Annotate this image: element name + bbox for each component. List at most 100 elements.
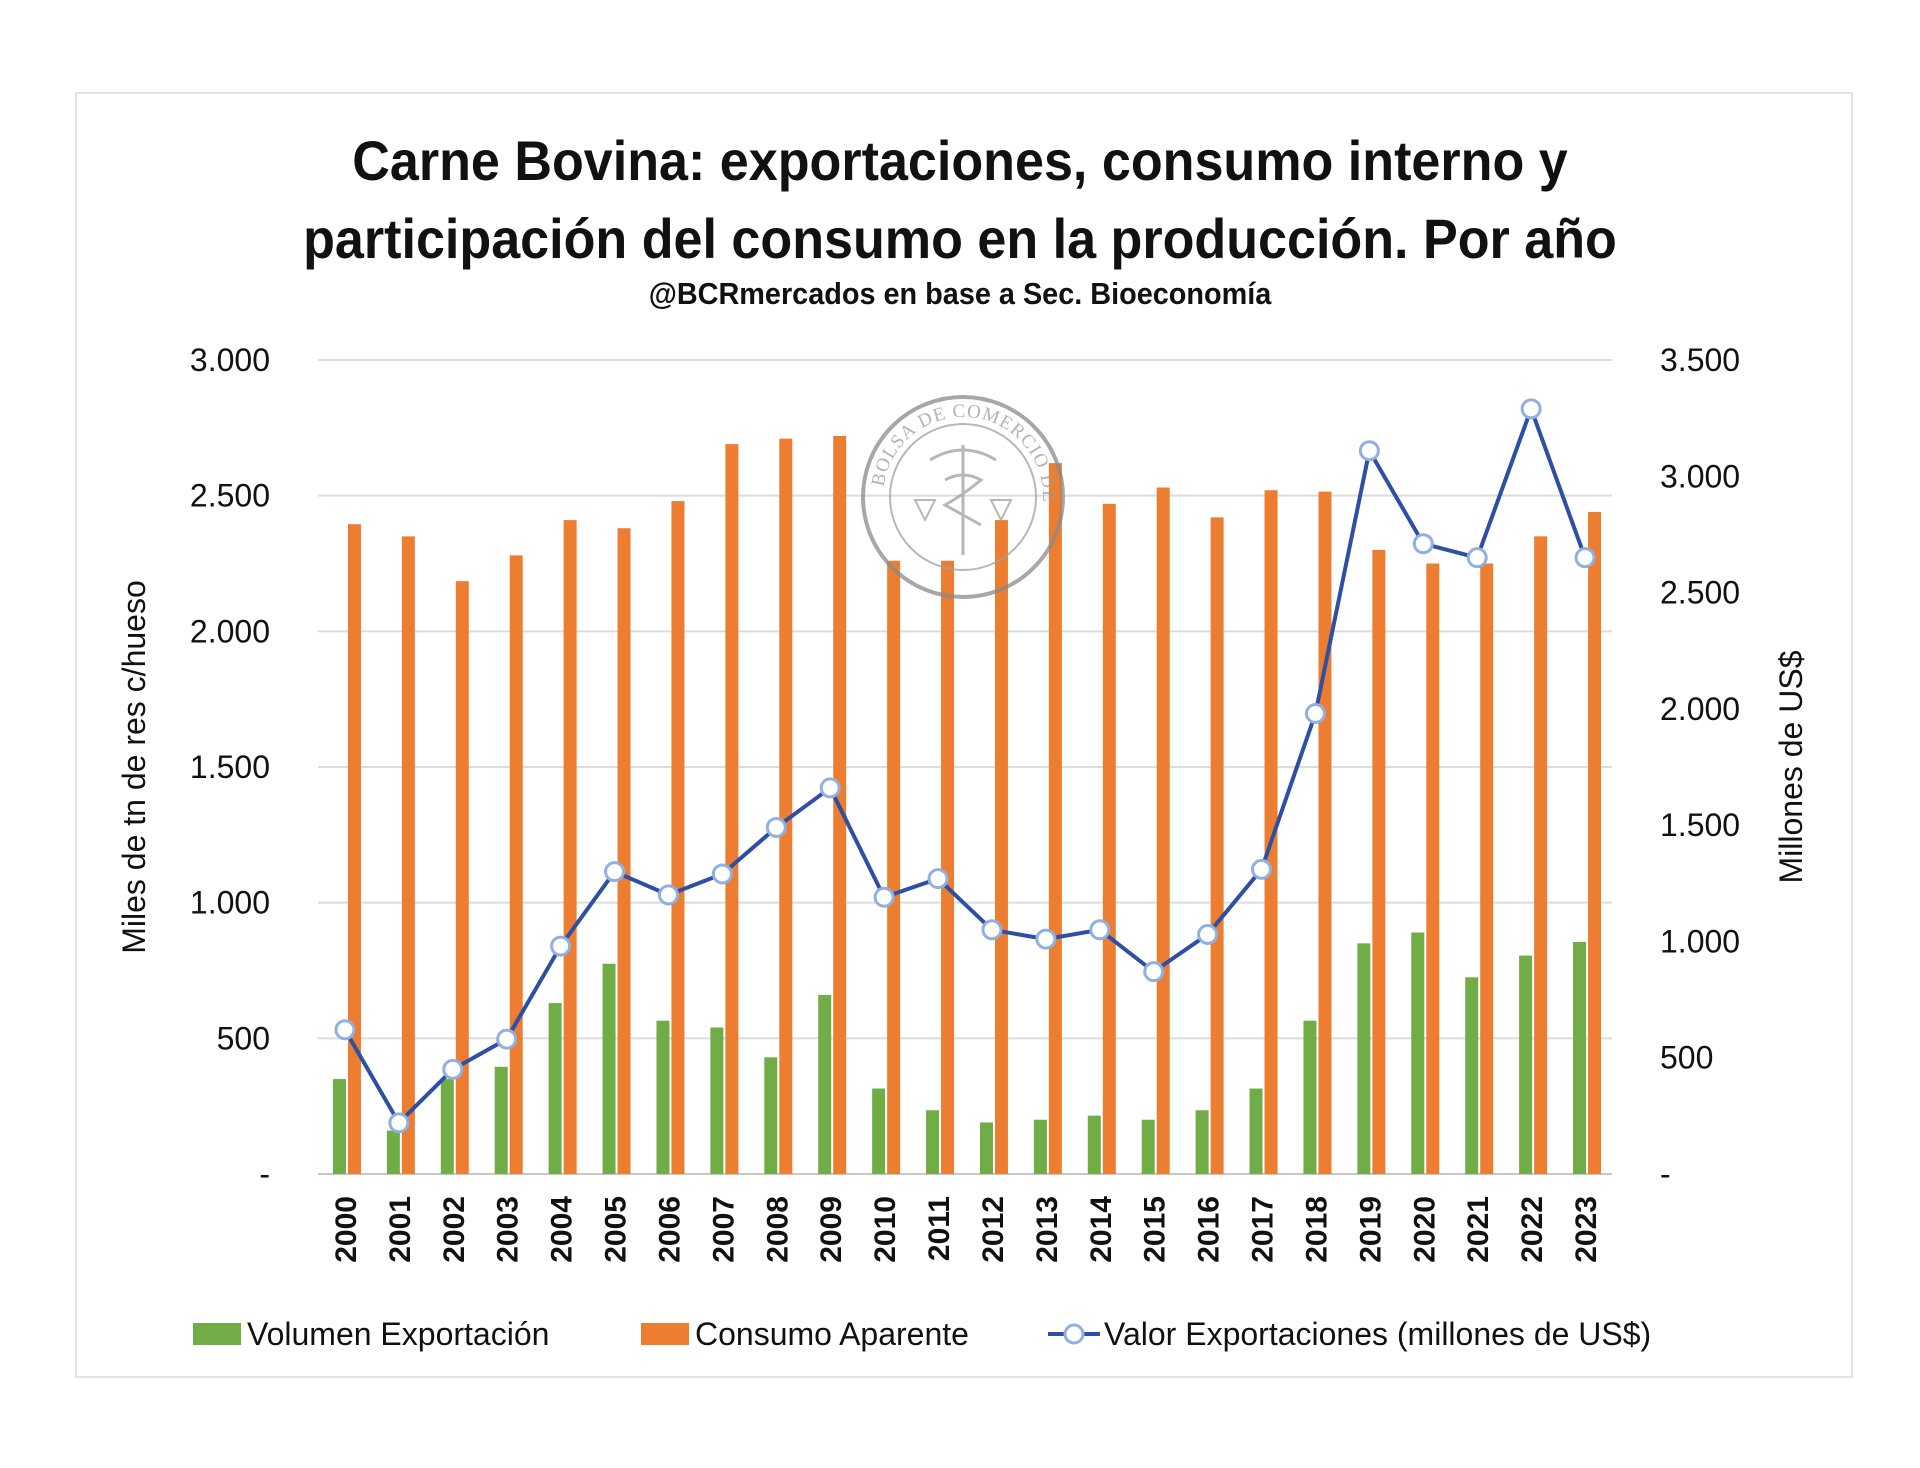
value-line-series [334,398,1596,1134]
bar-volumen-exportacion [1519,955,1533,1174]
bar-volumen-exportacion [332,1079,346,1174]
bar-volumen-exportacion [656,1020,670,1174]
bar-consumo-aparente [1318,491,1332,1174]
legend-label-volumen: Volumen Exportación [247,1316,549,1352]
point-valor-exportaciones [1251,858,1273,880]
bar-volumen-exportacion [1411,932,1425,1174]
point-valor-exportaciones [442,1058,464,1080]
y-axis-title: Miles de tn de res c/hueso [116,580,152,954]
bar-volumen-exportacion [926,1110,940,1174]
point-valor-exportaciones [1035,928,1057,950]
point-valor-exportaciones [1412,533,1434,555]
point-valor-exportaciones [657,884,679,906]
chart-frame [75,92,1853,1378]
bar-consumo-aparente [1048,463,1062,1174]
bar-consumo-aparente [941,560,955,1174]
legend-label-valor: Valor Exportaciones (millones de US$) [1104,1316,1651,1352]
point-valor-exportaciones [765,816,787,838]
bar-consumo-aparente [455,581,469,1174]
x-tick-label: 2009 [815,1196,848,1263]
x-tick-label: 2014 [1085,1196,1118,1263]
x-tick-label: 2016 [1193,1196,1226,1263]
bar-volumen-exportacion [1357,943,1371,1174]
x-tick-label: 2010 [869,1196,902,1263]
bar-volumen-exportacion [1195,1110,1209,1174]
line-valor-exportaciones [343,406,1587,1125]
point-valor-exportaciones [1197,923,1219,945]
bar-consumo-aparente [1264,490,1278,1174]
x-tick-label: 2011 [923,1196,956,1261]
legend-marker-valor [1063,1323,1085,1345]
y2-tick-label: 2.000 [1660,691,1740,727]
institution-seal: BOLSA DE COMERCIO DE ROSARIO [0,0,1065,599]
bar-consumo-aparente [563,520,577,1174]
point-valor-exportaciones [604,861,626,883]
point-valor-exportaciones [1089,919,1111,941]
bar-consumo-aparente [617,528,631,1174]
point-valor-exportaciones [873,886,895,908]
y-tick-label: 1.000 [190,885,270,921]
chart-subtitle: @BCRmercados en base a Sec. Bioeconomía [648,276,1272,311]
y2-tick-label: 3.000 [1660,458,1740,494]
seal-lettering: BOLSA DE COMERCIO DE ROSARIO [0,0,1059,503]
bar-consumo-aparente [1210,517,1224,1174]
legend-label-consumo: Consumo Aparente [695,1316,969,1352]
point-valor-exportaciones [550,935,572,957]
point-valor-exportaciones [1304,703,1326,725]
point-valor-exportaciones [819,777,841,799]
x-tick-label: 2021 [1462,1196,1495,1263]
bar-volumen-exportacion [386,1130,400,1174]
bar-consumo-aparente [725,444,739,1174]
y-tick-label: 500 [217,1020,270,1056]
bar-consumo-aparente [1426,563,1440,1174]
bar-volumen-exportacion [548,1003,562,1174]
x-tick-label: 2022 [1516,1196,1549,1263]
point-valor-exportaciones [1574,547,1596,569]
x-tick-label: 2017 [1247,1196,1280,1263]
x-tick-label: 2006 [653,1196,686,1263]
x-tick-label: 2023 [1570,1196,1603,1263]
bar-consumo-aparente [1156,487,1170,1174]
bar-consumo-aparente [994,520,1008,1174]
bar-consumo-aparente [671,501,685,1174]
x-tick-label: 2008 [761,1196,794,1263]
y2-tick-label: - [1660,1156,1671,1192]
y2-axis-title: Millones de US$ [1773,650,1809,883]
bar-consumo-aparente [401,536,415,1174]
bar-consumo-aparente [1372,549,1386,1174]
legend: Volumen Exportación Consumo Aparente Val… [193,1316,1651,1352]
bar-consumo-aparente [1480,563,1494,1174]
point-valor-exportaciones [1520,398,1542,420]
point-valor-exportaciones [334,1019,356,1041]
y-tick-label: 2.500 [190,478,270,514]
y-tick-label: 3.000 [190,342,270,378]
x-tick-label: 2003 [492,1196,525,1263]
x-tick-label: 2013 [1031,1196,1064,1263]
x-tick-label: 2012 [977,1196,1010,1263]
x-tick-label: 2000 [330,1196,363,1263]
point-valor-exportaciones [1358,440,1380,462]
point-valor-exportaciones [496,1028,518,1050]
bar-consumo-aparente [347,524,361,1174]
bars [332,435,1602,1175]
y2-tick-label: 1.500 [1660,807,1740,843]
x-tick-label: 2018 [1300,1196,1333,1263]
point-valor-exportaciones [388,1112,410,1134]
bar-volumen-exportacion [979,1122,993,1174]
legend-swatch-consumo [641,1323,689,1345]
y2-tick-label: 2.500 [1660,575,1740,611]
bar-volumen-exportacion [440,1079,454,1174]
axis-tick-labels: - 500 1.000 1.500 2.000 2.500 3.000 - 500 1.000 1.… [190,342,1740,1263]
bar-consumo-aparente [1588,511,1602,1174]
y-tick-label: 2.000 [190,613,270,649]
bar-volumen-exportacion [764,1057,778,1174]
bar-consumo-aparente [1534,536,1548,1174]
bar-volumen-exportacion [1303,1020,1317,1174]
y-tick-label: 1.500 [190,749,270,785]
x-tick-label: 2015 [1139,1196,1172,1263]
chart-title-line-1: Carne Bovina: exportaciones, consumo int… [352,129,1568,192]
bar-volumen-exportacion [1573,942,1587,1174]
y2-tick-label: 1.000 [1660,923,1740,959]
x-tick-label: 2007 [707,1196,740,1263]
point-valor-exportaciones [1466,547,1488,569]
